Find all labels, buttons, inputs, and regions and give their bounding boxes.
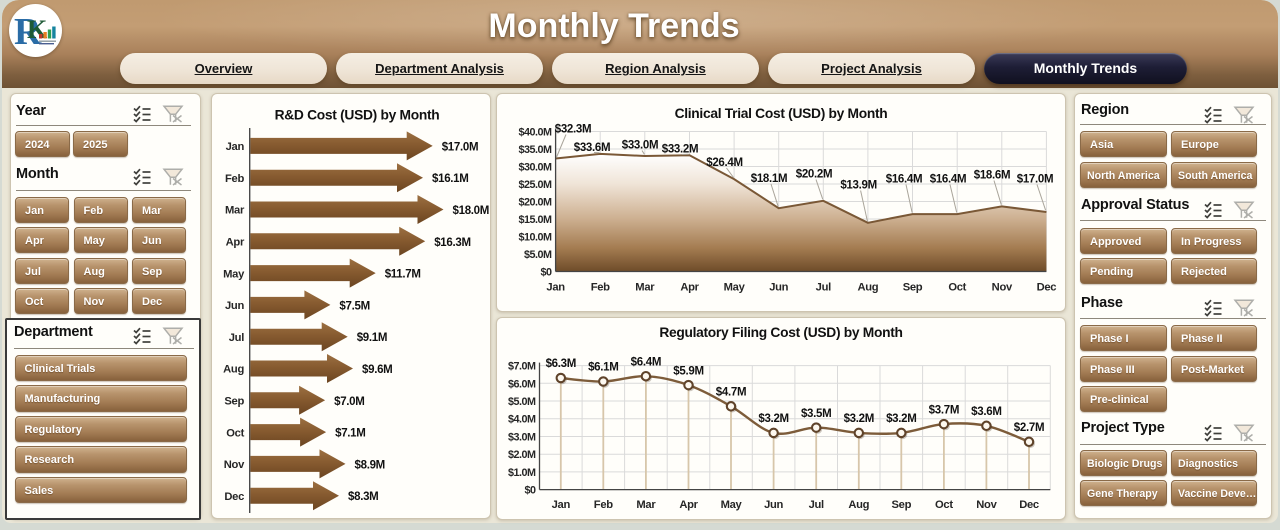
svg-text:$7.1M: $7.1M bbox=[335, 427, 365, 439]
svg-text:$18.1M: $18.1M bbox=[751, 173, 788, 185]
svg-text:Nov: Nov bbox=[976, 499, 997, 511]
svg-text:Jul: Jul bbox=[816, 281, 831, 293]
svg-text:Aug: Aug bbox=[848, 499, 869, 511]
svg-text:Nov: Nov bbox=[992, 281, 1013, 293]
svg-text:$4.7M: $4.7M bbox=[716, 387, 746, 399]
svg-text:$17.0M: $17.0M bbox=[1017, 173, 1054, 185]
svg-text:Jan: Jan bbox=[226, 141, 245, 153]
svg-text:$35.0M: $35.0M bbox=[518, 144, 552, 156]
svg-text:$33.6M: $33.6M bbox=[574, 142, 611, 154]
svg-text:Apr: Apr bbox=[226, 236, 245, 248]
svg-text:Apr: Apr bbox=[680, 281, 699, 293]
svg-text:Apr: Apr bbox=[679, 499, 698, 511]
svg-text:Dec: Dec bbox=[1037, 281, 1057, 293]
svg-text:$30.0M: $30.0M bbox=[518, 161, 552, 173]
svg-text:$16.4M: $16.4M bbox=[930, 173, 967, 185]
svg-text:$6.4M: $6.4M bbox=[631, 356, 661, 368]
svg-text:Clinical Trial Cost (USD) by M: Clinical Trial Cost (USD) by Month bbox=[675, 106, 888, 121]
svg-text:May: May bbox=[724, 281, 746, 293]
svg-text:$16.3M: $16.3M bbox=[434, 236, 471, 248]
svg-text:Jan: Jan bbox=[552, 499, 571, 511]
svg-text:$4.0M: $4.0M bbox=[508, 414, 536, 426]
svg-text:$7.0M: $7.0M bbox=[334, 395, 364, 407]
svg-text:$13.9M: $13.9M bbox=[840, 179, 877, 191]
svg-text:Jun: Jun bbox=[769, 281, 788, 293]
svg-text:$26.4M: $26.4M bbox=[706, 157, 743, 169]
svg-text:Jul: Jul bbox=[809, 499, 824, 511]
svg-text:$20.0M: $20.0M bbox=[518, 196, 552, 208]
svg-text:$9.1M: $9.1M bbox=[357, 332, 387, 344]
svg-text:$3.7M: $3.7M bbox=[929, 404, 959, 416]
svg-text:K: K bbox=[27, 15, 48, 44]
svg-text:Feb: Feb bbox=[591, 281, 610, 293]
svg-text:Oct: Oct bbox=[948, 281, 966, 293]
svg-text:May: May bbox=[223, 268, 245, 280]
svg-text:$5.9M: $5.9M bbox=[673, 365, 703, 377]
svg-text:Jul: Jul bbox=[229, 331, 244, 343]
svg-text:$10.0M: $10.0M bbox=[518, 231, 552, 243]
svg-text:$40.0M: $40.0M bbox=[518, 126, 552, 138]
svg-text:$20.2M: $20.2M bbox=[796, 168, 833, 180]
svg-text:$0: $0 bbox=[540, 266, 552, 278]
svg-text:$3.2M: $3.2M bbox=[886, 413, 916, 425]
svg-text:May: May bbox=[721, 499, 743, 511]
svg-text:Jun: Jun bbox=[225, 300, 244, 312]
svg-text:Dec: Dec bbox=[1019, 499, 1039, 511]
svg-text:Aug: Aug bbox=[223, 363, 244, 375]
svg-text:$32.3M: $32.3M bbox=[555, 123, 592, 135]
svg-text:R&D Cost (USD) by Month: R&D Cost (USD) by Month bbox=[275, 107, 440, 122]
svg-text:$16.1M: $16.1M bbox=[432, 173, 469, 185]
svg-text:$2.0M: $2.0M bbox=[508, 449, 536, 461]
svg-text:$8.3M: $8.3M bbox=[348, 491, 378, 503]
svg-text:$11.7M: $11.7M bbox=[385, 268, 421, 280]
svg-text:Regulatory Filing Cost (USD) b: Regulatory Filing Cost (USD) by Month bbox=[659, 325, 902, 340]
svg-text:$7.5M: $7.5M bbox=[339, 300, 369, 312]
svg-text:Jun: Jun bbox=[764, 499, 783, 511]
svg-text:$9.6M: $9.6M bbox=[362, 364, 392, 376]
svg-text:$6.1M: $6.1M bbox=[588, 362, 618, 374]
svg-text:$3.5M: $3.5M bbox=[801, 408, 831, 420]
svg-text:$8.9M: $8.9M bbox=[355, 459, 385, 471]
svg-text:$6.0M: $6.0M bbox=[508, 378, 536, 390]
svg-text:$6.3M: $6.3M bbox=[546, 358, 576, 370]
svg-text:$15.0M: $15.0M bbox=[518, 214, 552, 226]
svg-text:Sep: Sep bbox=[224, 395, 244, 407]
svg-text:$5.0M: $5.0M bbox=[524, 249, 552, 261]
svg-text:$3.6M: $3.6M bbox=[971, 406, 1001, 418]
svg-text:$7.0M: $7.0M bbox=[508, 361, 536, 373]
svg-text:Oct: Oct bbox=[935, 499, 953, 511]
svg-text:$25.0M: $25.0M bbox=[518, 179, 552, 191]
svg-text:Feb: Feb bbox=[594, 499, 613, 511]
svg-text:Aug: Aug bbox=[857, 281, 878, 293]
svg-text:Sep: Sep bbox=[891, 499, 911, 511]
svg-text:$5.0M: $5.0M bbox=[508, 396, 536, 408]
svg-text:$2.7M: $2.7M bbox=[1014, 422, 1044, 434]
svg-text:Oct: Oct bbox=[226, 427, 244, 439]
svg-text:Nov: Nov bbox=[224, 459, 245, 471]
svg-text:Feb: Feb bbox=[225, 172, 244, 184]
svg-text:$3.2M: $3.2M bbox=[758, 413, 788, 425]
svg-text:Jan: Jan bbox=[546, 281, 565, 293]
svg-text:$18.6M: $18.6M bbox=[974, 169, 1011, 181]
svg-text:Mar: Mar bbox=[225, 204, 245, 216]
svg-text:$1.0M: $1.0M bbox=[508, 467, 536, 479]
svg-text:$18.0M: $18.0M bbox=[453, 205, 490, 217]
svg-text:Mar: Mar bbox=[636, 499, 656, 511]
svg-text:Sep: Sep bbox=[903, 281, 923, 293]
svg-text:$3.0M: $3.0M bbox=[508, 432, 536, 444]
svg-text:$0: $0 bbox=[524, 485, 536, 497]
svg-text:R: R bbox=[14, 11, 42, 53]
svg-text:$3.2M: $3.2M bbox=[844, 413, 874, 425]
svg-text:$33.0M: $33.0M bbox=[622, 139, 659, 151]
svg-text:Dec: Dec bbox=[224, 490, 244, 502]
svg-text:$33.2M: $33.2M bbox=[662, 143, 699, 155]
svg-text:$16.4M: $16.4M bbox=[886, 173, 923, 185]
svg-text:Mar: Mar bbox=[635, 281, 655, 293]
svg-text:$17.0M: $17.0M bbox=[442, 141, 479, 153]
